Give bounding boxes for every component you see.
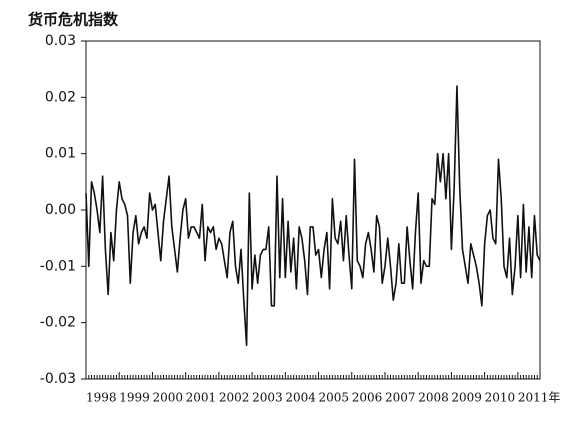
y-tick-label: 0.01 (45, 146, 76, 162)
x-tick-label: 1999 (119, 391, 150, 405)
x-tick-label: 2010 (485, 391, 516, 405)
x-tick-label: 2011年 (518, 391, 561, 405)
y-tick-label: 0.00 (45, 202, 76, 218)
y-tick-label: -0.03 (40, 371, 76, 387)
x-tick-label: 1998 (86, 391, 117, 405)
y-tick-label: 0.03 (45, 33, 76, 49)
x-tick-label: 2002 (219, 391, 250, 405)
y-tick-label: 0.02 (45, 89, 76, 105)
y-tick-label: -0.02 (40, 315, 76, 331)
x-tick-label: 2009 (451, 391, 482, 405)
x-tick-label: 2004 (285, 391, 316, 405)
x-tick-label: 2005 (319, 391, 350, 405)
x-tick-label: 2006 (352, 391, 383, 405)
x-tick-label: 2000 (152, 391, 183, 405)
x-tick-label: 2003 (252, 391, 283, 405)
data-line (85, 85, 541, 346)
x-tick-label: 2001 (186, 391, 217, 405)
chart-title: 货币危机指数 (28, 11, 119, 29)
y-tick-label: -0.01 (40, 258, 76, 274)
x-tick-label: 2008 (418, 391, 449, 405)
x-tick-label: 2007 (385, 391, 416, 405)
plot-frame (85, 40, 541, 380)
